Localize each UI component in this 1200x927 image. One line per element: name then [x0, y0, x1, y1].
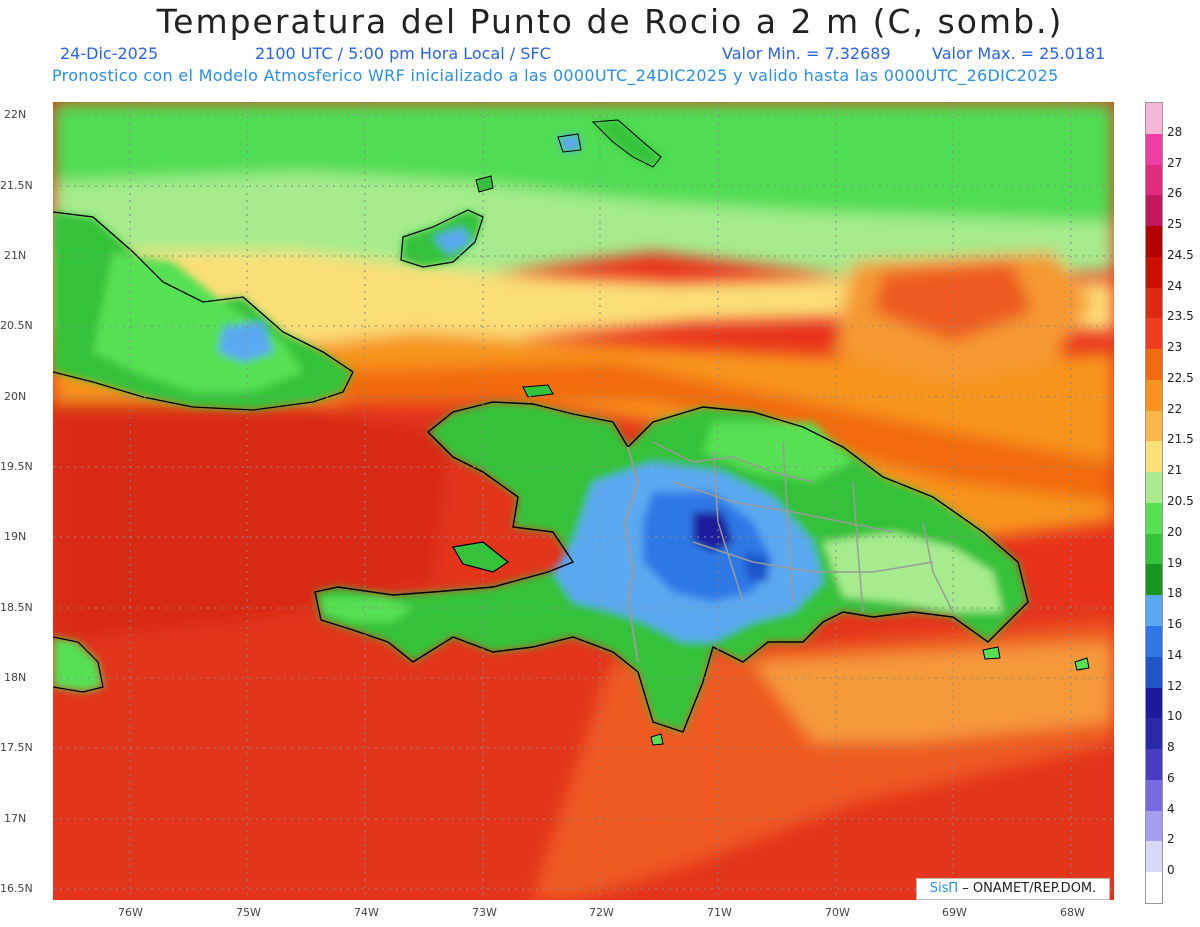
colorbar-label: 16 — [1167, 617, 1183, 632]
colorbar-label: 24.5 — [1167, 247, 1194, 262]
colorbar-label: 2 — [1167, 832, 1175, 847]
lat-label-17-5n: 17.5N — [0, 741, 33, 754]
colorbar-segment — [1146, 779, 1162, 811]
lat-label-19-5n: 19.5N — [0, 460, 33, 473]
lon-label-68w: 68W — [1060, 906, 1085, 919]
colorbar-label: 21.5 — [1167, 432, 1194, 447]
colorbar-label: 19 — [1167, 555, 1183, 570]
colorbar-label: 27 — [1167, 155, 1183, 170]
lon-label-74w: 74W — [354, 906, 379, 919]
credit-box: SisΠ – ONAMET/REP.DOM. — [916, 878, 1110, 900]
lat-label-21-5n: 21.5N — [0, 179, 33, 192]
colorbar-segment — [1146, 564, 1162, 596]
lat-label-20n: 20N — [4, 390, 27, 403]
colorbar-segment — [1146, 133, 1162, 165]
lat-label-17n: 17N — [4, 812, 27, 825]
colorbar-segment — [1146, 318, 1162, 350]
lon-label-69w: 69W — [942, 906, 967, 919]
colorbar-label: 6 — [1167, 770, 1175, 785]
colorbar-label: 28 — [1167, 124, 1183, 139]
colorbar-segment — [1146, 256, 1162, 288]
max-value: Valor Max. = 25.0181 — [932, 44, 1106, 63]
lat-label-16-5n: 16.5N — [0, 882, 33, 895]
graticule — [53, 102, 1114, 900]
lat-label-18n: 18N — [4, 671, 27, 684]
lat-label-18-5n: 18.5N — [0, 601, 33, 614]
colorbar-segment — [1146, 595, 1162, 627]
dewpoint-map — [53, 102, 1114, 900]
colorbar-segment — [1146, 502, 1162, 534]
colorbar-segment — [1146, 164, 1162, 196]
colorbar-segment — [1146, 195, 1162, 227]
lat-label-19n: 19N — [4, 530, 27, 543]
colorbar-label: 24 — [1167, 278, 1183, 293]
colorbar-segment — [1146, 472, 1162, 503]
lat-label-20-5n: 20.5N — [0, 319, 33, 332]
colorbar-label: 23 — [1167, 340, 1183, 355]
colorbar-segment — [1146, 687, 1162, 719]
colorbar-segment — [1146, 533, 1162, 565]
colorbar-segment — [1146, 287, 1162, 319]
colorbar-label: 20.5 — [1167, 494, 1194, 508]
haiti-dr-border — [623, 446, 640, 663]
lon-label-75w: 75W — [236, 906, 261, 919]
colorbar-label: 23.5 — [1167, 309, 1194, 324]
colorbar-label: 22.5 — [1167, 370, 1194, 385]
colorbar-segment — [1146, 656, 1162, 688]
colorbar-label: 14 — [1167, 647, 1183, 662]
forecast-date: 24-Dic-2025 — [60, 44, 159, 63]
colorbar-label: 10 — [1167, 709, 1183, 724]
colorbar-segment — [1146, 226, 1162, 257]
colorbar — [1145, 102, 1163, 904]
colorbar-segment — [1146, 441, 1162, 473]
colorbar-label: 20 — [1167, 524, 1183, 539]
lat-label-22n: 22N — [4, 108, 27, 121]
model-info: Pronostico con el Modelo Atmosferico WRF… — [52, 66, 1059, 85]
colorbar-segment — [1146, 349, 1162, 380]
sispi-logo: SisΠ — [929, 881, 959, 896]
cuba-coastline — [53, 211, 354, 411]
colorbar-label: 8 — [1167, 740, 1175, 755]
colorbar-segment — [1146, 410, 1162, 442]
valid-time: 2100 UTC / 5:00 pm Hora Local / SFC — [255, 44, 551, 63]
colorbar-label: 18 — [1167, 586, 1183, 601]
colorbar-label: 25 — [1167, 217, 1183, 232]
colorbar-segment — [1146, 379, 1162, 411]
colorbar-label: 21 — [1167, 463, 1183, 478]
colorbar-segment — [1146, 749, 1162, 780]
colorbar-label: 22 — [1167, 401, 1183, 416]
lon-label-71w: 71W — [707, 906, 732, 919]
colorbar-segment — [1146, 626, 1162, 657]
credit-org: – ONAMET/REP.DOM. — [958, 881, 1097, 896]
colorbar-segment — [1146, 810, 1162, 842]
colorbar-segment — [1146, 872, 1162, 903]
colorbar-label: 4 — [1167, 801, 1175, 816]
lon-label-76w: 76W — [118, 906, 143, 919]
lon-label-73w: 73W — [472, 906, 497, 919]
lon-label-72w: 72W — [589, 906, 614, 919]
colorbar-label: 26 — [1167, 186, 1183, 201]
colorbar-segment — [1146, 718, 1162, 750]
min-value: Valor Min. = 7.32689 — [722, 44, 891, 63]
lon-label-70w: 70W — [825, 906, 850, 919]
colorbar-segment — [1146, 841, 1162, 873]
colorbar-segment — [1146, 103, 1162, 134]
hispaniola-coastline — [314, 401, 1029, 733]
colorbar-label: 12 — [1167, 678, 1183, 693]
map-title: Temperatura del Punto de Rocio a 2 m (C,… — [156, 2, 1064, 41]
lat-label-21n: 21N — [4, 249, 27, 262]
colorbar-label: 0 — [1167, 863, 1175, 878]
inagua-coastline — [400, 209, 484, 268]
